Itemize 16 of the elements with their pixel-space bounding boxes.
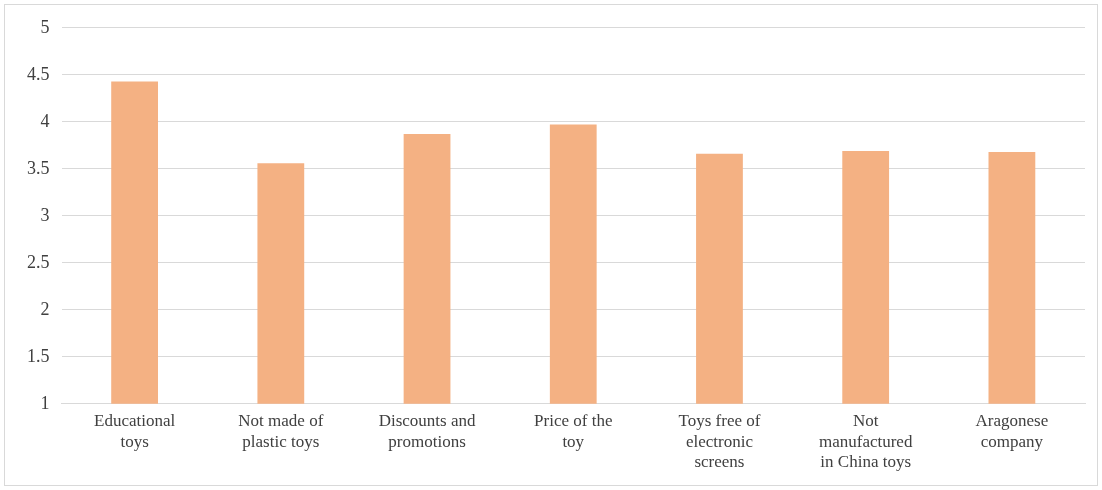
x-tick-label: Discounts and promotions	[378, 411, 476, 451]
y-tick-label: 3.5	[27, 157, 50, 178]
y-tick-label: 1	[40, 392, 50, 413]
x-tick-label: Not manufactured in China toys	[818, 411, 913, 472]
y-tick-label: 2	[40, 298, 50, 319]
x-tick-label: Toys free of electronic screens	[678, 411, 761, 472]
x-tick-label: Price of the toy	[534, 411, 613, 451]
y-tick-label: 4.5	[27, 63, 50, 84]
y-tick-label: 3	[40, 204, 50, 225]
y-tick-label: 5	[40, 16, 50, 37]
x-tick-label: Not made of plastic toys	[238, 411, 324, 451]
x-tick-label: Aragonese company	[975, 411, 1049, 451]
x-tick-label: Educational toys	[94, 411, 176, 451]
y-tick-label: 4	[40, 110, 50, 131]
y-tick-label: 1.5	[27, 345, 50, 366]
y-tick-label: 2.5	[27, 251, 50, 272]
